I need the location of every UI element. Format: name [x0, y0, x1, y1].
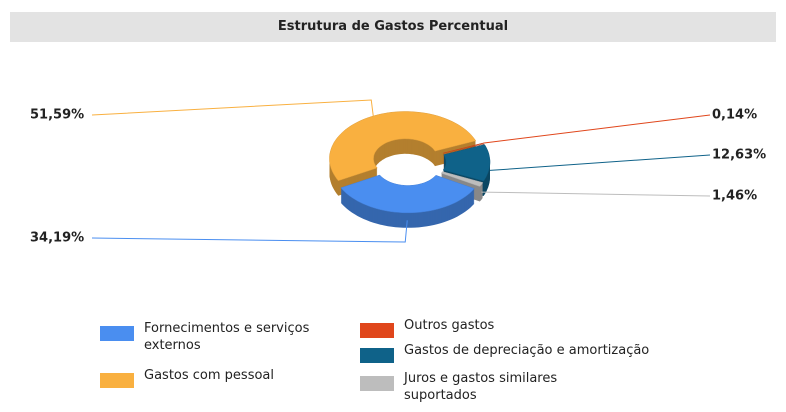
legend-item: Juros e gastos similares suportados	[360, 370, 604, 404]
slice	[442, 144, 491, 182]
data-label: 0,14%	[712, 108, 757, 123]
legend-item: Gastos com pessoal	[100, 367, 349, 388]
legend-swatch	[360, 376, 394, 391]
slice	[329, 111, 477, 181]
legend-swatch	[100, 326, 134, 341]
slice	[442, 142, 485, 154]
slice	[440, 171, 484, 187]
legend-swatch	[360, 323, 394, 338]
leader-line	[483, 114, 711, 144]
slice	[340, 174, 475, 214]
leader-line	[481, 191, 711, 197]
legend-label: Outros gastos	[404, 318, 495, 333]
leader-line	[489, 154, 711, 171]
legend-label: Juros e gastos similares suportados	[404, 371, 558, 403]
legend-item: Fornecimentos e serviços externos	[100, 320, 349, 354]
data-label: 51,59%	[30, 108, 84, 123]
slice-side-layer	[443, 143, 485, 155]
data-label: 1,46%	[712, 189, 757, 204]
legend-label: Fornecimentos e serviços externos	[144, 321, 310, 353]
legend-label: Gastos de depreciação e amortização	[404, 343, 650, 358]
legend-label: Gastos com pessoal	[144, 368, 274, 383]
data-label: 34,19%	[30, 231, 84, 246]
legend-swatch	[360, 348, 394, 363]
chart-title: Estrutura de Gastos Percentual	[277, 19, 509, 34]
legend-item: Gastos de depreciação e amortização	[360, 342, 724, 363]
leader-line	[91, 99, 374, 117]
legend-swatch	[100, 373, 134, 388]
legend-item: Outros gastos	[360, 317, 704, 338]
leader-line	[91, 220, 408, 243]
title-bar	[10, 12, 776, 42]
data-label: 12,63%	[712, 148, 766, 163]
